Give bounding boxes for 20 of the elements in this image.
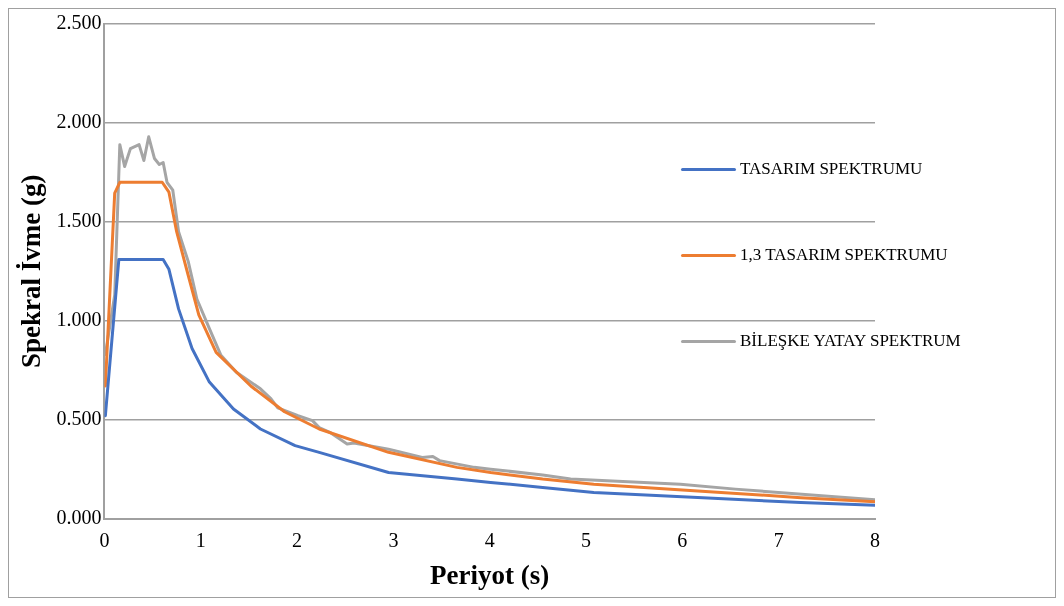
x-tick-label: 8 — [870, 528, 880, 551]
y-tick-label: 0.500 — [56, 406, 102, 429]
x-axis-title: Periyot (s) — [430, 559, 550, 590]
x-tick-label: 5 — [581, 528, 592, 551]
x-tick-label: 3 — [388, 528, 399, 551]
y-tick-label: 2.500 — [56, 11, 102, 34]
y-tick-label: 1.000 — [56, 308, 102, 331]
legend-label: BİLEŞKE YATAY SPEKTRUM — [740, 331, 961, 351]
y-tick-label: 1.500 — [56, 209, 102, 232]
x-tick-label: 6 — [677, 528, 688, 551]
x-tick-label: 0 — [99, 528, 110, 551]
y-tick-label: 2.000 — [56, 110, 102, 133]
x-tick-label: 4 — [484, 528, 495, 551]
x-tick-label: 2 — [292, 528, 303, 551]
y-tick-label: 0.000 — [56, 505, 102, 528]
y-axis-title: Spekral İvme (g) — [16, 174, 47, 369]
legend-label: 1,3 TASARIM SPEKTRUMU — [740, 245, 948, 265]
x-tick-label: 7 — [773, 528, 784, 551]
x-tick-label: 1 — [195, 528, 206, 551]
legend-label: TASARIM SPEKTRUMU — [740, 159, 923, 179]
